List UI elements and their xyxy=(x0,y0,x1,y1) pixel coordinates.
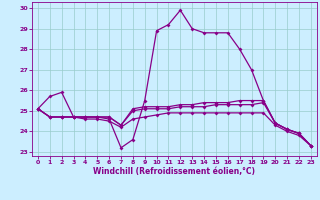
X-axis label: Windchill (Refroidissement éolien,°C): Windchill (Refroidissement éolien,°C) xyxy=(93,167,255,176)
